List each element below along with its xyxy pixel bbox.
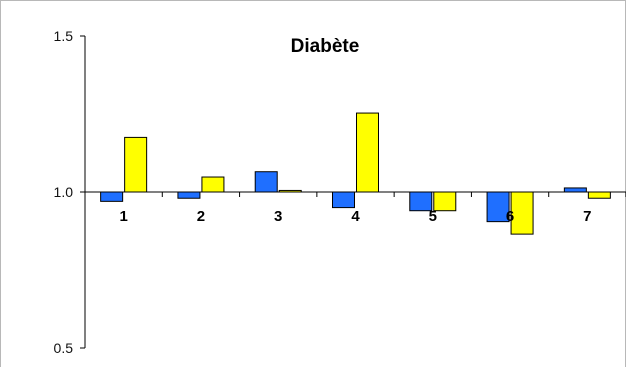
y-tick-label: 1.5 — [54, 28, 74, 44]
bar-series2-cat-6 — [510, 191, 534, 235]
bar-series1-cat-2 — [177, 191, 201, 199]
bar-series2-cat-4 — [356, 112, 379, 193]
x-tick-label-4: 4 — [351, 208, 360, 225]
x-ticks-group: 1 2 3 4 5 6 7 — [84, 192, 626, 225]
x-tick-label-1: 1 — [119, 208, 127, 225]
bar-series2-cat-2 — [201, 176, 225, 193]
bar-series2-cat-7 — [587, 191, 611, 199]
bars-group — [100, 112, 611, 235]
bar-series2-cat-1 — [124, 136, 148, 193]
x-tick-label-2: 2 — [197, 208, 205, 225]
x-tick-label-3: 3 — [274, 208, 282, 225]
chart-title: Diabète — [291, 36, 360, 57]
y-ticks-group: 0.5 1.0 1.5 — [54, 28, 85, 356]
bar-series1-cat-4 — [332, 191, 355, 209]
x-tick-label-7: 7 — [583, 208, 591, 225]
y-tick-label: 0.5 — [54, 340, 74, 356]
bar-series1-cat-1 — [100, 191, 124, 202]
bar-series1-cat-3 — [254, 171, 278, 193]
y-tick-label: 1.0 — [54, 184, 74, 200]
x-tick-label-5: 5 — [429, 208, 437, 225]
bar-series1-cat-7 — [563, 187, 587, 193]
x-tick-label-6: 6 — [506, 208, 514, 225]
bar-series2-cat-5 — [433, 191, 457, 212]
